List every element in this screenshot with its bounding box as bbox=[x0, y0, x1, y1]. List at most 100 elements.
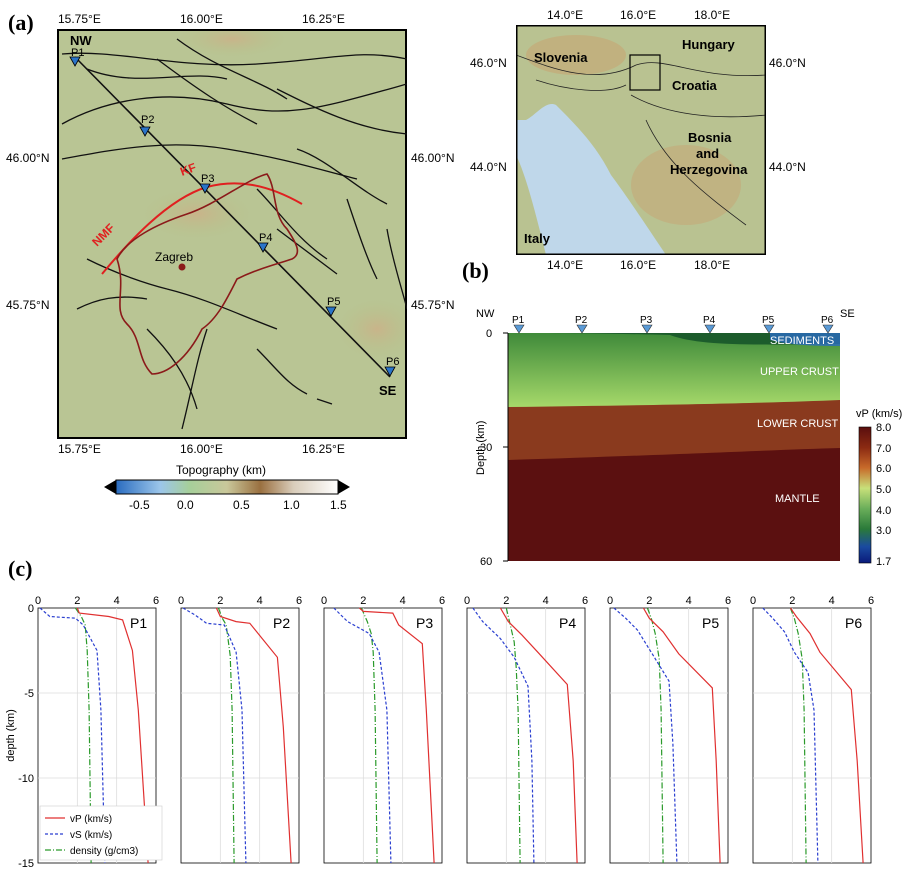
p5-label: P5 bbox=[327, 296, 340, 308]
profile-title-p6: P6 bbox=[845, 615, 862, 631]
lon-tick-top-3: 16.25°E bbox=[302, 12, 345, 26]
section-p2-label: P2 bbox=[575, 315, 588, 326]
legend-label-1: vS (km/s) bbox=[70, 830, 112, 841]
depth-tick-0: 0 bbox=[486, 328, 492, 340]
profile-x-tick: 6 bbox=[582, 595, 588, 607]
profile-x-tick: 0 bbox=[750, 595, 756, 607]
inset-lon-top-2: 16.0°E bbox=[620, 8, 657, 22]
profile-x-tick: 4 bbox=[829, 595, 835, 607]
section-se-label: SE bbox=[840, 308, 855, 320]
profile-frame-p3 bbox=[323, 607, 443, 864]
zagreb-boundary bbox=[116, 173, 299, 375]
sediment-layer-blue bbox=[770, 333, 840, 346]
profile-title-p5: P5 bbox=[702, 615, 719, 631]
layer-sediments-label: SEDIMENTS bbox=[770, 335, 834, 347]
profile-frame-p2 bbox=[180, 607, 300, 864]
depth-axis-label: Depth (km) bbox=[475, 421, 487, 475]
fault-lines bbox=[61, 38, 407, 430]
upper-crust-layer bbox=[508, 333, 840, 407]
profile-y-tick: -10 bbox=[18, 773, 34, 785]
vp-tick-2: 7.0 bbox=[876, 443, 891, 455]
profile-p3-vs-line bbox=[333, 607, 392, 864]
profile-p6-vs-line bbox=[762, 607, 819, 864]
station-p3-marker bbox=[199, 183, 211, 194]
profile-p5-vs-line bbox=[613, 607, 678, 864]
layer-upper-crust-label: UPPER CRUST bbox=[760, 366, 839, 378]
profile-x-tick: 4 bbox=[114, 595, 120, 607]
panel-label-b: (b) bbox=[462, 258, 489, 283]
lat-tick-left-1: 46.00°N bbox=[6, 151, 50, 165]
topography-map: NW P1 P2 P3 P4 P5 P6 SE KF NMF Zagreb bbox=[57, 29, 407, 439]
sediment-layer-dark bbox=[508, 333, 840, 345]
velocity-profiles-chart: depth (km) 0 2 4 6 0 -5 -10 -15 P1 0 2 4 6 P2 0 2 4 6 P3 0 2 4… bbox=[5, 595, 874, 869]
vp-tick-6: 3.0 bbox=[876, 525, 891, 537]
depth-tick-60: 60 bbox=[480, 556, 492, 568]
se-label: SE bbox=[379, 383, 397, 398]
section-p1-label: P1 bbox=[512, 315, 525, 326]
profile-x-tick: 0 bbox=[464, 595, 470, 607]
zagreb-marker bbox=[178, 263, 186, 271]
topography-colorbar-title: Topography (km) bbox=[176, 463, 267, 477]
section-p3-marker bbox=[641, 324, 653, 334]
profile-frame-p6 bbox=[752, 607, 872, 864]
profiles-legend bbox=[39, 805, 163, 861]
section-p1-marker bbox=[513, 324, 525, 334]
study-area-box bbox=[629, 54, 661, 91]
hill-medvednica bbox=[142, 189, 252, 239]
city-label: Zagreb bbox=[155, 250, 193, 264]
depth-tick-30: 30 bbox=[480, 442, 492, 454]
topography-colorbar bbox=[104, 479, 350, 495]
section-p6-marker bbox=[822, 324, 834, 334]
station-p5-marker bbox=[325, 306, 337, 317]
profile-p4-vp-line bbox=[499, 607, 578, 864]
profile-p2-vp-line bbox=[215, 607, 292, 864]
inset-map: Slovenia Hungary Croatia Bosnia and Herz… bbox=[516, 25, 766, 255]
profile-p3-density-line bbox=[360, 607, 378, 864]
vp-colorbar-title: vP (km/s) bbox=[856, 408, 902, 420]
inset-lat-left-2: 44.0°N bbox=[470, 160, 507, 174]
vp-tick-7: 1.7 bbox=[876, 556, 891, 568]
profile-p4-vs-line bbox=[472, 607, 535, 864]
profile-p4-density-line bbox=[505, 607, 521, 864]
lon-tick-bottom-3: 16.25°E bbox=[302, 442, 345, 456]
profile-p1-density-line bbox=[74, 607, 92, 864]
hill-east bbox=[337, 299, 407, 359]
inset-lon-top-3: 18.0°E bbox=[694, 8, 731, 22]
profiles-y-axis-label: depth (km) bbox=[5, 709, 17, 762]
profile-y-tick: 0 bbox=[28, 603, 34, 615]
profile-x-tick: 6 bbox=[868, 595, 874, 607]
profile-x-tick: 0 bbox=[35, 595, 41, 607]
profile-x-tick: 4 bbox=[686, 595, 692, 607]
layer-lower-crust-label: LOWER CRUST bbox=[757, 418, 839, 430]
inset-lon-bottom-1: 14.0°E bbox=[547, 258, 584, 272]
profile-title-p3: P3 bbox=[416, 615, 433, 631]
section-p3-label: P3 bbox=[640, 315, 653, 326]
profile-p2-vs-line bbox=[182, 607, 247, 864]
country-hungary: Hungary bbox=[682, 37, 736, 52]
profile-x-tick: 2 bbox=[503, 595, 509, 607]
country-bosnia-1: Bosnia bbox=[688, 130, 732, 145]
vp-tick-5: 4.0 bbox=[876, 505, 891, 517]
lon-tick-bottom-2: 16.00°E bbox=[180, 442, 223, 456]
lon-tick-top-1: 15.75°E bbox=[58, 12, 101, 26]
vp-tick-1: 8.0 bbox=[876, 422, 891, 434]
profile-line bbox=[74, 56, 391, 378]
hill-north bbox=[177, 29, 287, 57]
station-p4-marker bbox=[257, 242, 269, 253]
section-p5-label: P5 bbox=[762, 315, 775, 326]
profile-p1-vp-line bbox=[76, 607, 149, 864]
profile-x-tick: 0 bbox=[178, 595, 184, 607]
inset-lat-right-1: 46.0°N bbox=[769, 56, 806, 70]
profile-frame-p5 bbox=[609, 607, 729, 864]
inset-lat-left-1: 46.0°N bbox=[470, 56, 507, 70]
section-p4-marker bbox=[704, 324, 716, 334]
country-croatia: Croatia bbox=[672, 78, 718, 93]
profile-p2-density-line bbox=[217, 607, 235, 864]
vp-tick-3: 6.0 bbox=[876, 463, 891, 475]
profile-x-tick: 6 bbox=[153, 595, 159, 607]
section-p5-marker bbox=[763, 324, 775, 334]
inset-lon-bottom-3: 18.0°E bbox=[694, 258, 731, 272]
layer-mantle-label: MANTLE bbox=[775, 493, 820, 505]
country-bosnia-2: and bbox=[696, 146, 719, 161]
lat-tick-right-2: 45.75°N bbox=[411, 298, 455, 312]
